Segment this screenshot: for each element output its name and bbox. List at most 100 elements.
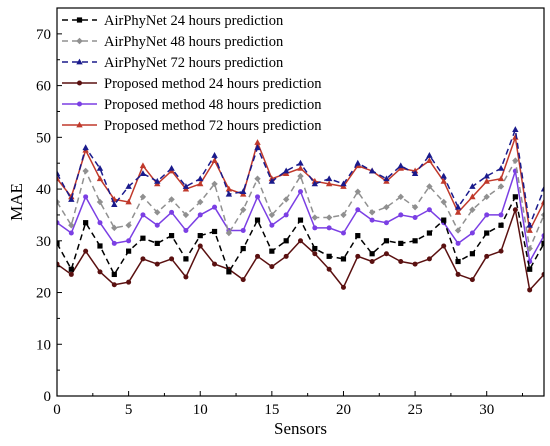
x-tick-label: 15 bbox=[264, 402, 279, 418]
data-point bbox=[483, 172, 490, 179]
plot-frame bbox=[56, 7, 545, 397]
data-point bbox=[454, 203, 462, 210]
data-point bbox=[340, 284, 346, 290]
data-point bbox=[282, 167, 290, 174]
legend-swatch-marker bbox=[76, 37, 83, 45]
data-point bbox=[269, 264, 275, 270]
data-point bbox=[354, 188, 361, 195]
data-point bbox=[440, 198, 447, 206]
data-point bbox=[326, 253, 332, 259]
data-point bbox=[68, 271, 74, 277]
data-point bbox=[183, 227, 189, 233]
data-point bbox=[454, 208, 462, 215]
data-point bbox=[398, 212, 404, 218]
data-point bbox=[498, 212, 504, 218]
data-point bbox=[140, 212, 146, 218]
x-tick-label: 30 bbox=[479, 402, 494, 418]
data-point bbox=[154, 222, 160, 228]
data-point bbox=[212, 261, 218, 267]
data-point bbox=[125, 222, 132, 229]
data-point bbox=[68, 222, 75, 229]
legend-swatch-marker bbox=[77, 101, 82, 107]
data-point bbox=[154, 209, 161, 216]
data-point bbox=[197, 198, 204, 206]
data-point bbox=[83, 220, 89, 226]
series-line bbox=[57, 136, 544, 232]
data-point bbox=[226, 269, 232, 275]
x-tick-label: 20 bbox=[336, 402, 351, 418]
data-point bbox=[412, 238, 418, 244]
data-point bbox=[540, 198, 544, 205]
series-4 bbox=[57, 207, 544, 293]
data-point bbox=[96, 164, 104, 171]
data-point bbox=[441, 243, 447, 249]
data-point bbox=[126, 248, 132, 254]
data-point bbox=[526, 227, 533, 233]
data-point bbox=[426, 207, 432, 213]
y-tick-label: 20 bbox=[36, 286, 51, 302]
series-2 bbox=[57, 157, 544, 252]
data-point bbox=[368, 209, 376, 216]
data-point bbox=[484, 253, 490, 259]
data-point bbox=[139, 193, 147, 201]
data-point bbox=[225, 190, 233, 197]
data-point bbox=[312, 245, 318, 252]
data-point bbox=[426, 256, 432, 262]
data-point bbox=[397, 162, 404, 169]
legend-entry: AirPhyNet 24 hours prediction bbox=[62, 13, 284, 29]
data-point bbox=[154, 261, 160, 267]
legend-swatch-marker bbox=[77, 80, 82, 86]
data-point bbox=[298, 189, 303, 195]
data-point bbox=[111, 282, 117, 288]
data-point bbox=[541, 240, 544, 246]
data-point bbox=[383, 238, 390, 244]
data-point bbox=[398, 240, 404, 246]
y-axis-ticks: 0 10 20 30 40 50 60 70 bbox=[36, 27, 62, 405]
data-point bbox=[340, 211, 347, 219]
data-point bbox=[512, 157, 519, 164]
data-point bbox=[254, 139, 261, 145]
data-point bbox=[269, 248, 275, 254]
data-point bbox=[469, 206, 476, 213]
data-point bbox=[297, 217, 304, 223]
data-point bbox=[197, 243, 203, 249]
data-point bbox=[297, 164, 304, 171]
data-point bbox=[111, 240, 117, 246]
data-point bbox=[125, 198, 132, 205]
data-point bbox=[340, 180, 347, 187]
legend-label: Proposed method 48 hours prediction bbox=[104, 97, 322, 113]
data-point bbox=[97, 243, 103, 249]
data-point bbox=[57, 261, 60, 267]
data-point bbox=[455, 258, 461, 265]
data-point bbox=[212, 204, 218, 210]
data-point bbox=[111, 201, 118, 207]
legend-label: Proposed method 24 hours prediction bbox=[104, 76, 322, 92]
data-point bbox=[497, 175, 505, 182]
data-point bbox=[355, 253, 361, 259]
series-layer bbox=[57, 126, 544, 293]
data-point bbox=[440, 172, 447, 179]
data-point bbox=[254, 217, 261, 223]
legend-label: AirPhyNet 24 hours prediction bbox=[104, 13, 284, 29]
data-point bbox=[97, 220, 103, 226]
data-point bbox=[68, 196, 75, 202]
x-tick-label: 25 bbox=[408, 402, 423, 418]
data-point bbox=[340, 230, 346, 236]
data-point bbox=[426, 183, 433, 190]
x-tick-label: 0 bbox=[53, 402, 61, 418]
data-point bbox=[369, 217, 375, 223]
data-point bbox=[97, 269, 103, 275]
data-point bbox=[240, 245, 246, 252]
data-point bbox=[225, 229, 233, 237]
data-point bbox=[197, 175, 204, 182]
data-point bbox=[412, 215, 418, 221]
data-point bbox=[182, 183, 190, 189]
legend-entry: Proposed method 48 hours prediction bbox=[62, 97, 322, 113]
data-point bbox=[57, 170, 61, 176]
data-point bbox=[139, 162, 147, 169]
data-point bbox=[139, 170, 147, 176]
data-point bbox=[426, 157, 433, 164]
data-point bbox=[369, 251, 375, 257]
data-point bbox=[83, 194, 89, 200]
data-point bbox=[540, 211, 544, 219]
